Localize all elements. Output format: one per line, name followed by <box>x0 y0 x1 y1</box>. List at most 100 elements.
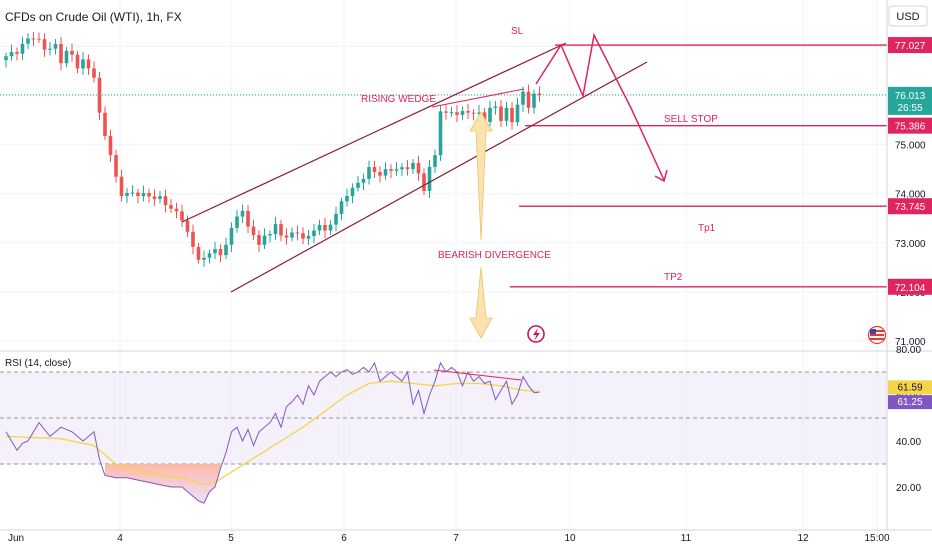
candle-body <box>53 44 58 49</box>
candle-body <box>526 91 531 108</box>
projection-arrowhead <box>654 169 668 183</box>
candle-body <box>372 167 377 173</box>
rsi-tick-label: 40.00 <box>896 437 921 448</box>
candle-body <box>312 230 316 237</box>
time-tick-label: 15:00 <box>864 533 889 544</box>
flag-icon[interactable] <box>867 325 887 345</box>
candle-body <box>152 196 157 200</box>
lightning-icon[interactable] <box>527 325 545 343</box>
candle-body <box>136 192 140 197</box>
level-badge-text: 73.745 <box>895 202 926 213</box>
rsi-oversold-fill <box>105 464 221 504</box>
rsi-pane: RSI (14, close) <box>0 350 932 504</box>
candle-body <box>125 192 129 196</box>
candle-body <box>103 112 107 137</box>
candle-body <box>86 59 91 69</box>
candle-body <box>20 43 25 54</box>
candle-body <box>455 112 459 115</box>
candle-body <box>295 232 300 234</box>
candle-body <box>317 224 322 231</box>
candle-body <box>202 257 206 260</box>
candle-body <box>515 104 520 123</box>
time-tick-label: 11 <box>681 533 692 544</box>
time-tick-label: 10 <box>564 533 576 544</box>
level-badge-text: 75.386 <box>895 122 926 133</box>
time-tick-label: 5 <box>228 533 234 544</box>
rsi-badge <box>888 395 932 410</box>
rsi-tick-label: 80.00 <box>896 345 921 356</box>
candle-body <box>345 196 349 202</box>
candle-body <box>251 226 256 236</box>
candle-body <box>537 93 542 95</box>
time-tick-label: Jun <box>8 533 24 544</box>
candle-body <box>191 231 195 247</box>
candle-body <box>9 51 14 57</box>
candle-body <box>37 38 41 40</box>
candle-body <box>334 213 338 225</box>
candle-body <box>471 112 476 114</box>
candle-body <box>521 91 525 105</box>
level-badge-text: 72.104 <box>895 283 926 294</box>
divergence-price-line <box>431 88 525 108</box>
candle-body <box>328 224 333 231</box>
divergence-arrow-up <box>469 111 493 241</box>
candle-body <box>4 56 8 61</box>
grid <box>0 0 887 530</box>
candle-body <box>383 169 388 176</box>
price-tick-label: 71.000 <box>895 337 926 348</box>
candle-body <box>70 50 74 55</box>
candle-body <box>394 169 399 171</box>
wedge-lower-line <box>230 61 648 293</box>
price-tick-label: 75.000 <box>895 141 926 152</box>
time-tick-label: 12 <box>797 533 809 544</box>
symbol-title[interactable]: CFDs on Crude Oil (WTI), 1h, FX <box>5 10 182 24</box>
candle-body <box>323 224 327 231</box>
candle-body <box>224 244 228 256</box>
rsi-ma-badge-text: 61.59 <box>897 382 922 393</box>
tp2-label: TP2 <box>664 272 683 283</box>
level-badge <box>888 37 932 54</box>
candle-body <box>378 172 382 176</box>
candle-body <box>416 162 421 174</box>
candle-body <box>433 155 437 167</box>
candle-body <box>229 227 234 245</box>
candle-body <box>306 236 311 239</box>
candle-body <box>532 93 536 108</box>
rising-wedge-label: RISING WEDGE <box>361 94 436 105</box>
candle-body <box>339 201 344 214</box>
candle-body <box>466 111 470 113</box>
tp1-label: Tp1 <box>698 223 716 234</box>
level-badge <box>888 198 932 215</box>
candle-body <box>235 216 239 228</box>
rsi-title: RSI (14, close) <box>5 358 71 369</box>
candle-body <box>141 192 146 197</box>
candle-body <box>240 210 245 217</box>
currency-button[interactable]: USD <box>888 5 928 27</box>
rsi-badge-text: 61.25 <box>897 397 922 408</box>
candle-body <box>290 232 294 238</box>
candle-body <box>246 210 250 227</box>
rsi-ma-badge <box>888 380 932 395</box>
wedge-upper-line <box>181 42 567 223</box>
time-tick-label: 7 <box>453 533 459 544</box>
candle-body <box>405 167 410 170</box>
time-tick-label: 4 <box>117 533 123 544</box>
bearish-divergence-label: BEARISH DIVERGENCE <box>438 250 551 261</box>
candle-body <box>427 166 432 192</box>
time-tick-label: 6 <box>341 533 347 544</box>
candle-body <box>108 136 113 156</box>
candle-body <box>301 233 305 239</box>
price-tick-label: 74.000 <box>895 190 926 201</box>
candle-body <box>422 173 426 192</box>
candle-body <box>64 50 69 64</box>
candle-body <box>48 48 52 50</box>
current-price-text: 76.013 <box>895 91 926 102</box>
candle-body <box>444 111 448 113</box>
candle-body <box>59 44 63 64</box>
candle-body <box>158 196 162 200</box>
candle-body <box>92 68 96 78</box>
candle-body <box>268 234 272 236</box>
candle-body <box>411 162 415 170</box>
candlestick-series <box>4 31 542 267</box>
